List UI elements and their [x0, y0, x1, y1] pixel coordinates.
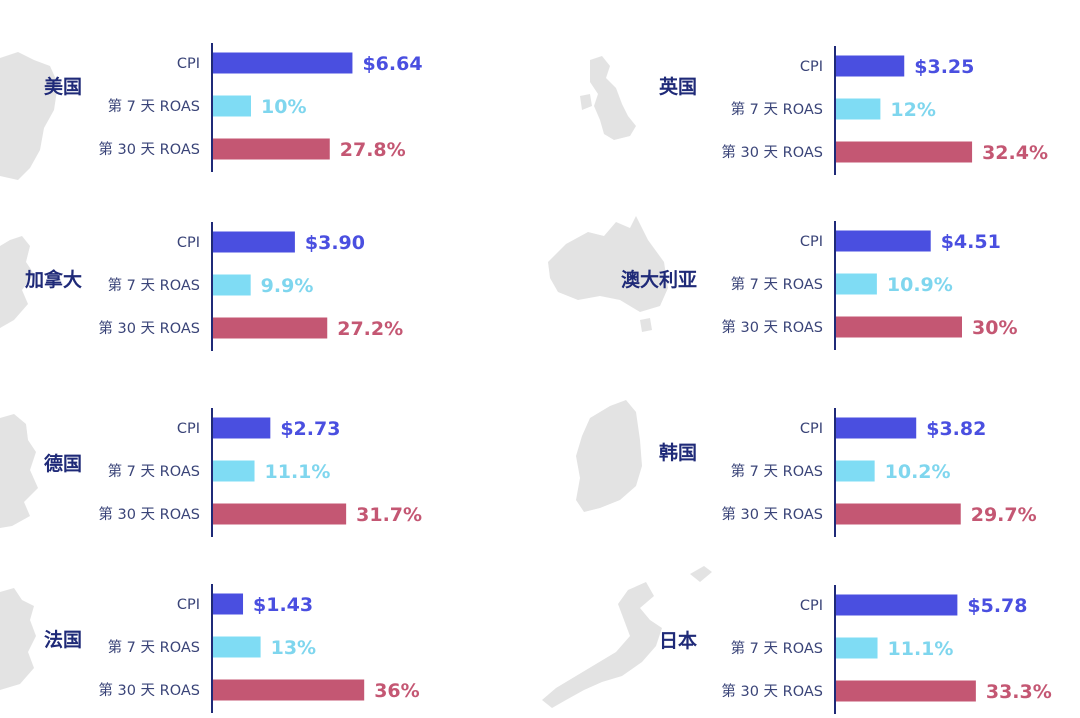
- bar-roas30: [836, 680, 976, 702]
- country-panel: 法国 CPI $1.43 第 7 天 ROAS 13% 第 30 天 ROAS 36%: [44, 584, 420, 713]
- bar-cpi: [213, 231, 295, 253]
- country-label: 韩国: [659, 441, 697, 464]
- metric-label-roas7: 第 7 天 ROAS: [108, 276, 200, 294]
- metric-label-roas7: 第 7 天 ROAS: [108, 462, 200, 480]
- bar-roas7: [836, 98, 881, 120]
- metric-label-roas30: 第 30 天 ROAS: [721, 505, 823, 523]
- value-label-roas7: 13%: [271, 637, 316, 659]
- bar-roas30: [836, 316, 962, 338]
- metric-label-cpi: CPI: [177, 235, 200, 251]
- value-label-cpi: $2.73: [280, 418, 340, 440]
- country-label: 澳大利亚: [621, 268, 697, 291]
- value-label-roas7: 10.9%: [887, 274, 953, 296]
- country-panel: 日本 CPI $5.78 第 7 天 ROAS 11.1% 第 30 天 ROAS 33.3…: [659, 585, 1052, 714]
- country-label: 加拿大: [24, 268, 82, 291]
- country-label: 英国: [659, 75, 697, 98]
- country-panel: 英国 CPI $3.25 第 7 天 ROAS 12% 第 30 天 ROAS 32.4%: [659, 46, 1048, 175]
- bar-cpi: [213, 593, 244, 615]
- metric-label-roas30: 第 30 天 ROAS: [721, 143, 823, 161]
- metric-label-cpi: CPI: [177, 56, 200, 72]
- value-label-roas7: 11.1%: [265, 461, 331, 483]
- value-label-roas30: 33.3%: [986, 681, 1052, 703]
- value-label-cpi: $3.82: [926, 418, 986, 440]
- metric-label-roas30: 第 30 天 ROAS: [721, 318, 823, 336]
- germany-map-icon: [0, 414, 38, 528]
- value-label-roas7: 10%: [261, 96, 306, 118]
- metric-label-cpi: CPI: [800, 421, 823, 437]
- panels-layer: 美国 CPI $6.64 第 7 天 ROAS 10% 第 30 天 ROAS 27.8% 英…: [24, 43, 1052, 714]
- country-panel: 加拿大 CPI $3.90 第 7 天 ROAS 9.9% 第 30 天 ROAS 27.2…: [24, 222, 403, 351]
- bar-cpi: [836, 230, 931, 252]
- metric-label-roas7: 第 7 天 ROAS: [731, 639, 823, 657]
- metric-label-roas30: 第 30 天 ROAS: [721, 682, 823, 700]
- country-label: 法国: [44, 628, 82, 651]
- value-label-cpi: $3.25: [914, 56, 974, 78]
- bar-roas7: [836, 273, 877, 295]
- value-label-roas30: 36%: [374, 680, 419, 702]
- country-panel: 美国 CPI $6.64 第 7 天 ROAS 10% 第 30 天 ROAS 27.8%: [44, 43, 423, 172]
- value-label-roas30: 29.7%: [971, 504, 1037, 526]
- value-label-roas7: 11.1%: [888, 638, 954, 660]
- japan-map-icon: [542, 566, 712, 708]
- value-label-cpi: $1.43: [253, 594, 313, 616]
- country-label: 德国: [44, 452, 82, 475]
- value-label-roas7: 9.9%: [261, 275, 314, 297]
- value-label-roas7: 10.2%: [885, 461, 951, 483]
- uk-map-icon: [580, 56, 636, 140]
- value-label-roas30: 30%: [972, 317, 1017, 339]
- value-label-cpi: $4.51: [941, 231, 1001, 253]
- country-panel: 澳大利亚 CPI $4.51 第 7 天 ROAS 10.9% 第 30 天 ROAS 30…: [621, 221, 1017, 350]
- bar-roas30: [213, 138, 330, 160]
- value-label-roas30: 32.4%: [982, 142, 1048, 164]
- value-label-roas30: 27.8%: [340, 139, 406, 161]
- bar-roas7: [836, 637, 878, 659]
- bar-cpi: [836, 417, 917, 439]
- bar-cpi: [213, 52, 353, 74]
- bar-roas7: [213, 636, 261, 658]
- metric-label-roas7: 第 7 天 ROAS: [731, 275, 823, 293]
- metric-label-cpi: CPI: [800, 234, 823, 250]
- bar-roas7: [213, 95, 251, 117]
- metric-label-roas7: 第 7 天 ROAS: [108, 638, 200, 656]
- bar-roas7: [836, 460, 875, 482]
- bar-roas30: [213, 317, 328, 339]
- metric-label-roas7: 第 7 天 ROAS: [108, 97, 200, 115]
- value-label-cpi: $3.90: [305, 232, 365, 254]
- country-panel: 韩国 CPI $3.82 第 7 天 ROAS 10.2% 第 30 天 ROAS 29.7…: [659, 408, 1037, 537]
- bar-roas30: [213, 503, 347, 525]
- country-label: 美国: [44, 75, 82, 98]
- france-map-icon: [0, 588, 36, 690]
- maps-layer: [0, 52, 712, 708]
- metric-label-roas7: 第 7 天 ROAS: [731, 100, 823, 118]
- bar-cpi: [213, 417, 271, 439]
- value-label-cpi: $5.78: [967, 595, 1027, 617]
- country-label: 日本: [659, 629, 697, 652]
- metric-label-cpi: CPI: [177, 421, 200, 437]
- value-label-cpi: $6.64: [362, 53, 422, 75]
- country-panel: 德国 CPI $2.73 第 7 天 ROAS 11.1% 第 30 天 ROAS 31.7…: [44, 408, 422, 537]
- value-label-roas30: 27.2%: [337, 318, 403, 340]
- metric-label-cpi: CPI: [800, 598, 823, 614]
- bar-cpi: [836, 594, 958, 616]
- bar-cpi: [836, 55, 905, 77]
- bar-roas7: [213, 274, 251, 296]
- bar-roas30: [836, 141, 973, 163]
- metric-label-cpi: CPI: [800, 59, 823, 75]
- bar-roas30: [836, 503, 961, 525]
- usa-map-icon: [0, 52, 58, 180]
- bar-roas30: [213, 679, 365, 701]
- australia-map-icon: [548, 216, 668, 332]
- metric-label-roas7: 第 7 天 ROAS: [731, 462, 823, 480]
- canada-map-icon: [0, 236, 34, 328]
- metric-label-cpi: CPI: [177, 597, 200, 613]
- metric-label-roas30: 第 30 天 ROAS: [98, 140, 200, 158]
- metric-label-roas30: 第 30 天 ROAS: [98, 319, 200, 337]
- metric-label-roas30: 第 30 天 ROAS: [98, 505, 200, 523]
- metric-label-roas30: 第 30 天 ROAS: [98, 681, 200, 699]
- value-label-roas7: 12%: [890, 99, 935, 121]
- bar-roas7: [213, 460, 255, 482]
- korea-map-icon: [576, 400, 642, 512]
- value-label-roas30: 31.7%: [356, 504, 422, 526]
